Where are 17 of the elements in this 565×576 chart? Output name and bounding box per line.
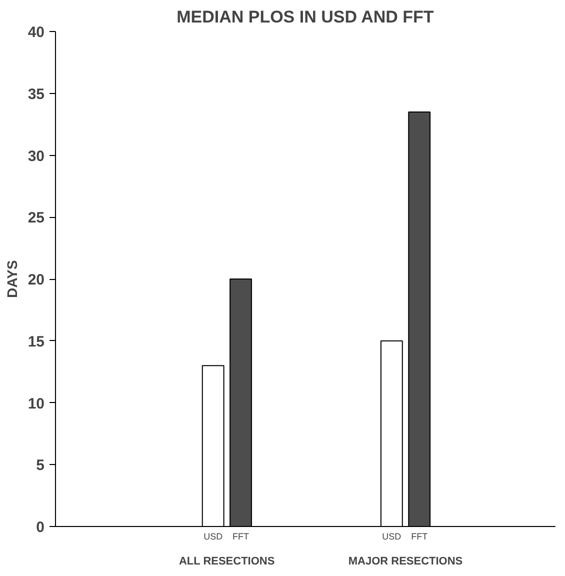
text: FFT (411, 532, 428, 542)
y-tick-label: 0 (36, 519, 44, 536)
x-tick-label: ALL RESECTIONS (178, 556, 275, 568)
y-tick-label: 30 (28, 148, 45, 165)
y-tick-label: 40 (28, 24, 45, 41)
y-tick-label: 10 (28, 395, 45, 412)
y-tick-label: 20 (28, 272, 45, 288)
y-tick-label: 35 (28, 86, 45, 103)
series-label: USD (204, 532, 224, 542)
chart-title: MEDIAN PLOS IN USD AND FFT (176, 8, 434, 26)
x-tick-label: MAJOR RESECTIONS (348, 556, 463, 568)
series-label: FFT (232, 532, 250, 542)
y-tick-label: 5 (36, 457, 44, 474)
y-tick-label: 25 (28, 210, 45, 227)
y-axis-title: DAYS (4, 260, 20, 298)
text: USD (382, 532, 402, 542)
y-tick-label: 15 (28, 333, 45, 350)
